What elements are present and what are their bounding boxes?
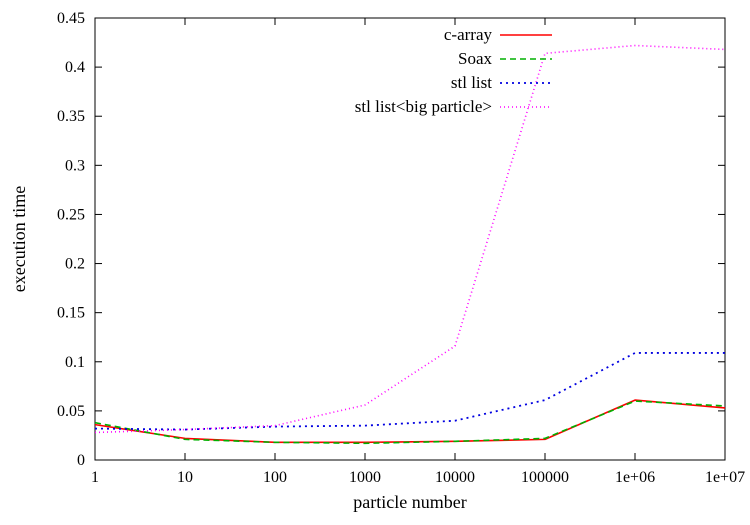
series-line [95, 400, 725, 442]
y-tick-label: 0.15 [57, 305, 85, 322]
y-tick-label: 0.4 [65, 59, 85, 76]
x-tick-label: 100000 [521, 469, 569, 486]
x-ticks: 1 10 100 1000 10000 100000 1e+06 1e+07 [91, 18, 745, 486]
x-tick-label: 10 [177, 469, 193, 486]
x-tick-label: 10000 [435, 469, 475, 486]
y-tick-label: 0 [77, 452, 85, 469]
y-tick-label: 0.25 [57, 206, 85, 223]
chart-legend: c-array Soax stl list stl list<big particle… [355, 25, 552, 116]
y-tick-label: 0.05 [57, 403, 85, 420]
x-tick-label: 1e+07 [705, 469, 745, 486]
y-tick-label: 0.35 [57, 108, 85, 125]
legend-label: Soax [458, 49, 493, 68]
plot-border [95, 18, 725, 460]
series-line [95, 353, 725, 430]
x-tick-label: 1000 [349, 469, 381, 486]
y-tick-label: 0.45 [57, 10, 85, 27]
x-axis-label: particle number [353, 492, 466, 512]
y-ticks: 0 0.05 0.1 0.15 0.2 0.25 0.3 0.35 0.4 0.45 [57, 10, 725, 469]
y-tick-label: 0.2 [65, 256, 85, 273]
x-tick-label: 100 [263, 469, 287, 486]
execution-time-chart: 1 10 100 1000 10000 100000 1e+06 1e+07 0 0.05 0.1… [0, 0, 750, 525]
y-tick-label: 0.3 [65, 157, 85, 174]
x-tick-label: 1e+06 [615, 469, 655, 486]
series-line [95, 401, 725, 443]
legend-label: stl list<big particle> [355, 97, 492, 116]
legend-label: c-array [444, 25, 493, 44]
legend-label: stl list [451, 73, 492, 92]
x-tick-label: 1 [91, 469, 99, 486]
y-axis-label: execution time [9, 186, 29, 292]
y-tick-label: 0.1 [65, 354, 85, 371]
